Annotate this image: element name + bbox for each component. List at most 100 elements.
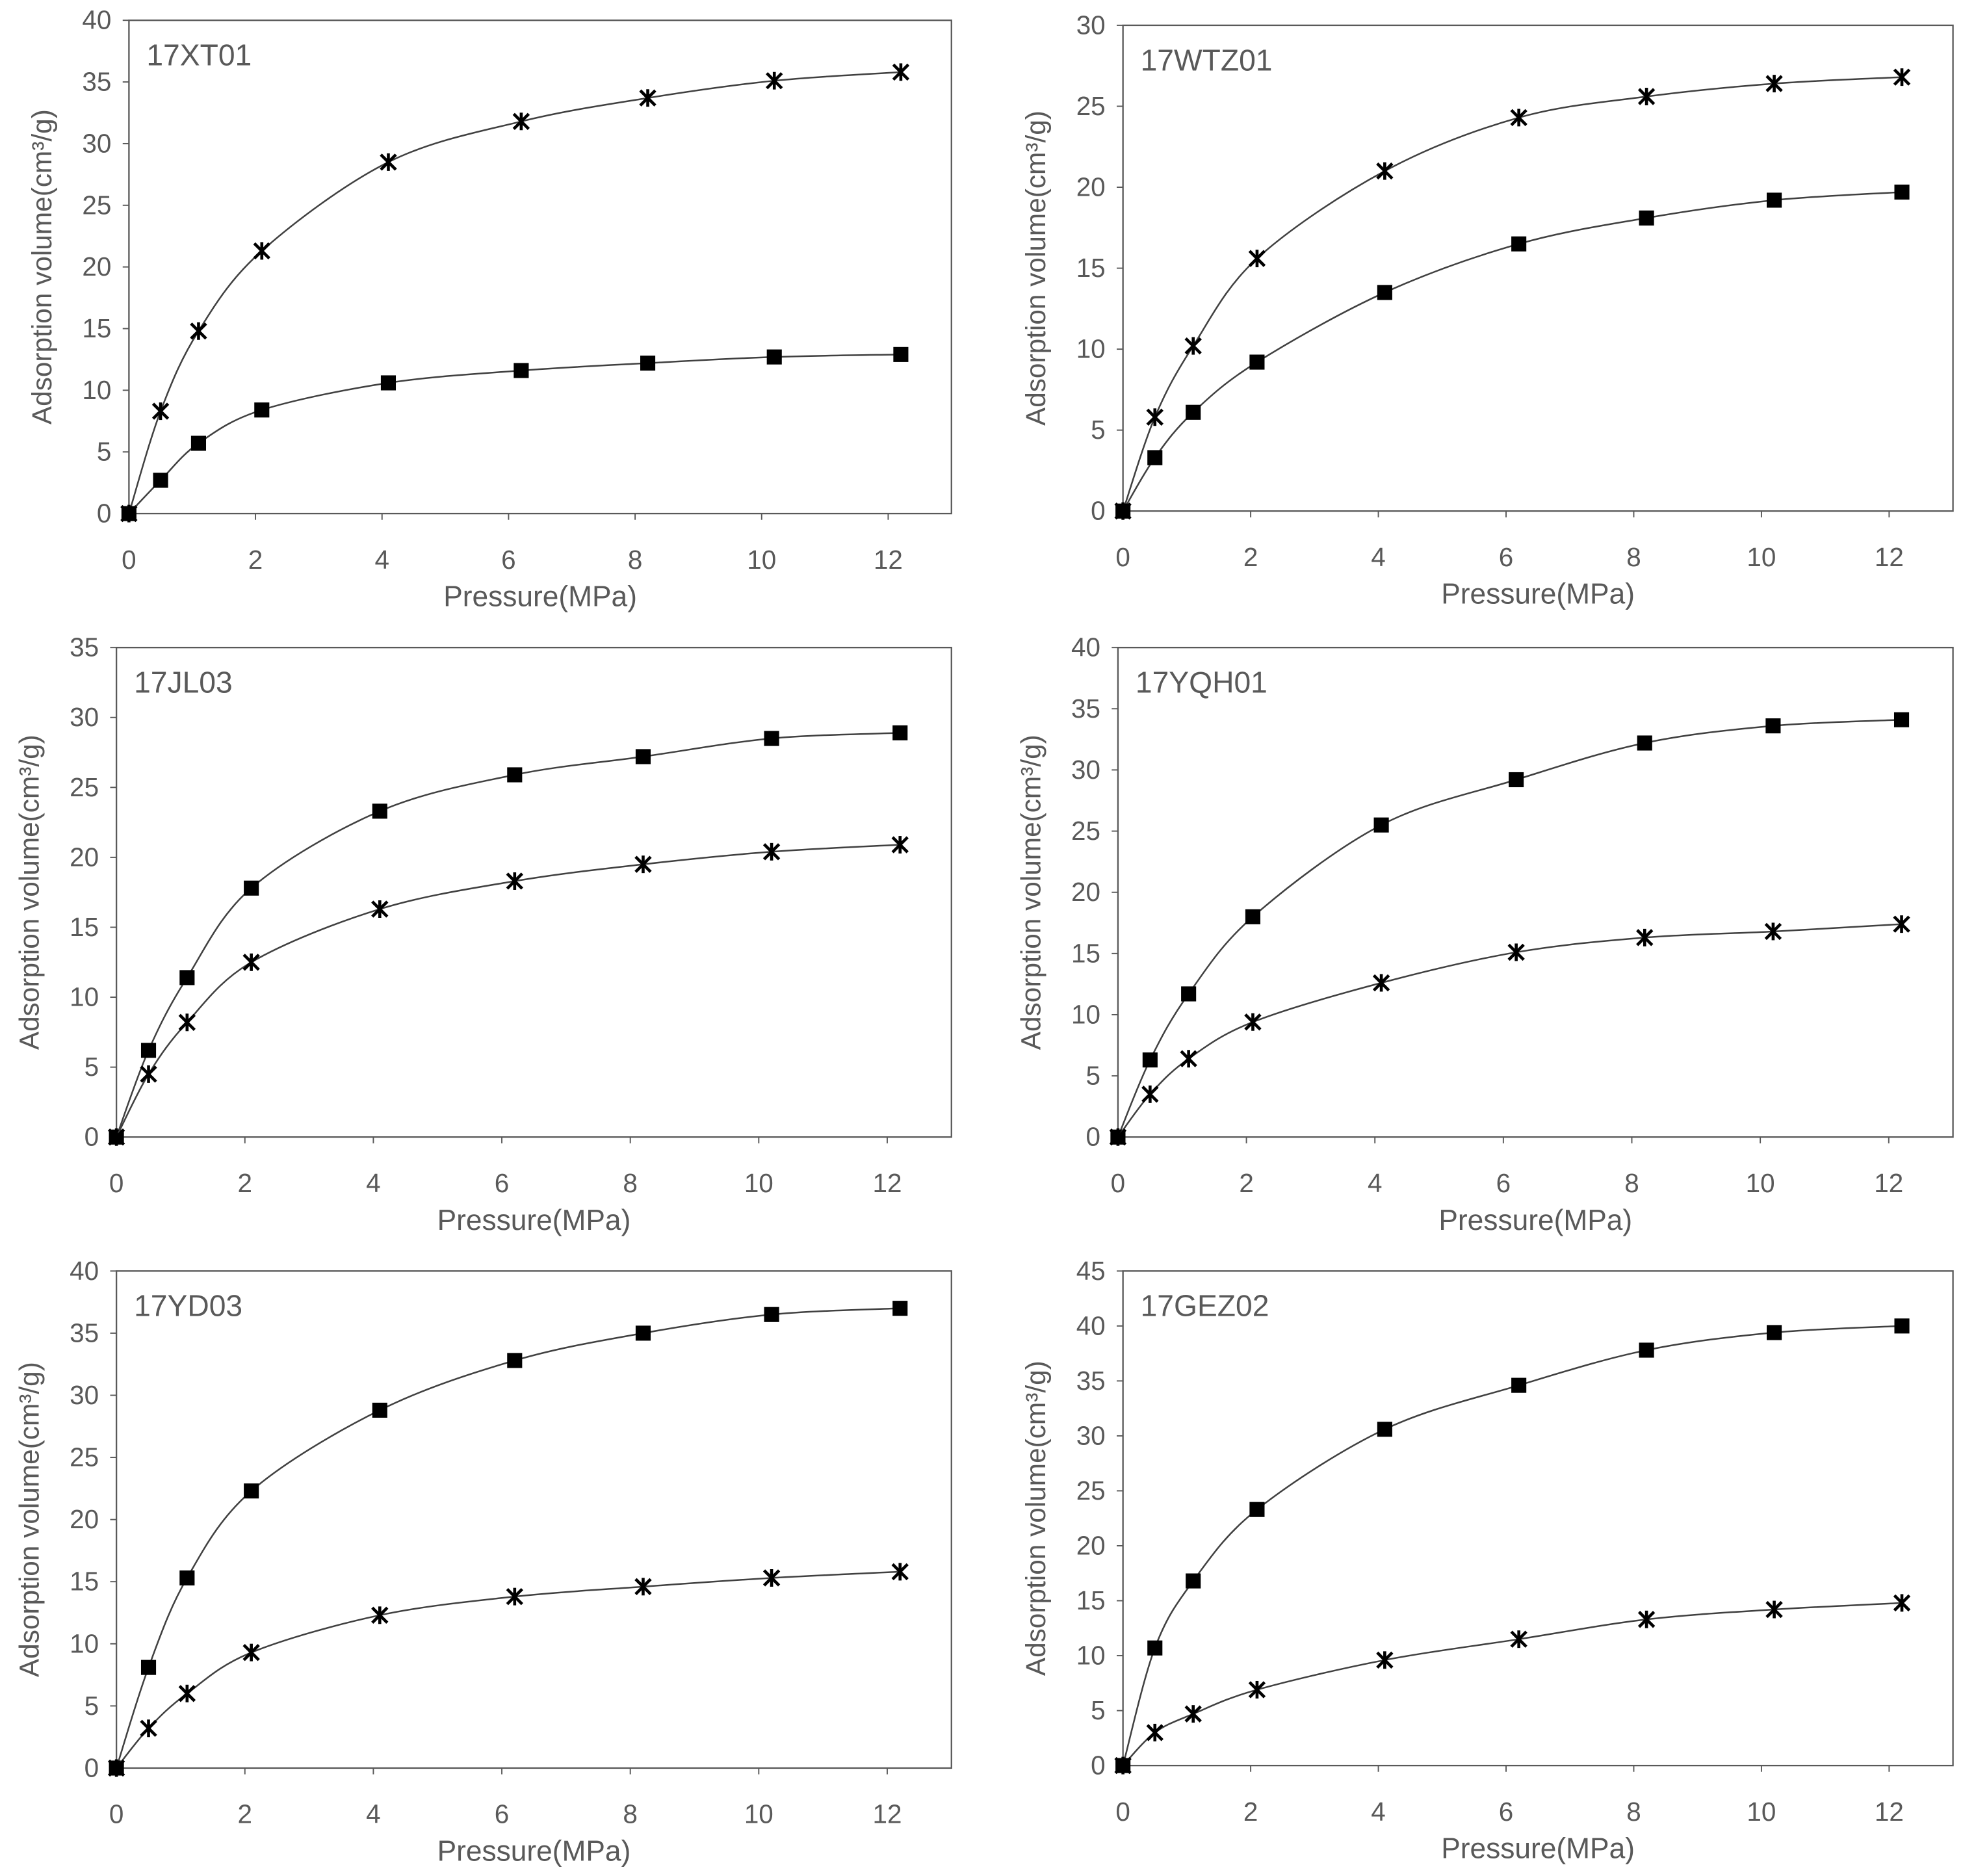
y-tick-label: 5	[1091, 415, 1106, 445]
data-point-star	[1765, 1600, 1783, 1619]
x-tick-label: 0	[1111, 1168, 1126, 1198]
x-axis-label: Pressure(MPa)	[443, 581, 637, 613]
series-line-star	[1122, 1602, 1903, 1766]
data-point-star	[506, 1587, 523, 1606]
data-point-star	[766, 72, 783, 90]
data-point-square	[764, 731, 779, 746]
data-point-square	[1894, 184, 1910, 200]
chart-panel-17JL03: 0 5 10 15 20 25 30 35 0 2 4 6 8 10 12 Pressure(MPa) Adso…	[14, 632, 952, 1236]
y-tick-label: 5	[1091, 1695, 1106, 1725]
x-axis-label: Pressure(MPa)	[1438, 1205, 1632, 1236]
data-point-star	[1893, 1594, 1911, 1612]
data-point-star	[506, 872, 523, 890]
y-axis-label: Adsorption volume(cm³/g)	[27, 109, 57, 424]
x-tick-label: 4	[374, 545, 389, 575]
y-tick-label: 10	[1076, 1641, 1106, 1671]
data-point-star	[1637, 88, 1656, 106]
data-point-star	[107, 1128, 125, 1146]
x-tick-label: 12	[1875, 1797, 1904, 1827]
data-point-star	[140, 1065, 157, 1083]
y-tick-label: 10	[1076, 334, 1106, 364]
data-point-square	[1147, 1640, 1163, 1656]
x-tick-label: 0	[1115, 542, 1130, 572]
series-line-square	[115, 732, 900, 1138]
data-point-square	[1377, 285, 1392, 300]
chart-panel-17YD03: 0 5 10 15 20 25 30 35 40 0 2 4 6 8 10 12 Pressure(MPa) Ad…	[14, 1256, 952, 1867]
y-tick-label: 25	[70, 1442, 99, 1472]
data-point-star	[1146, 1723, 1164, 1741]
x-tick-label: 2	[238, 1799, 253, 1829]
y-tick-label: 5	[97, 437, 112, 467]
y-tick-label: 40	[82, 5, 111, 35]
x-tick-label: 12	[1874, 1168, 1903, 1198]
y-tick-label: 0	[84, 1122, 99, 1152]
data-point-star	[371, 900, 389, 918]
data-point-square	[640, 356, 656, 371]
data-point-square	[764, 1307, 779, 1322]
plot-area-border	[128, 20, 952, 515]
chart-title: 17WTZ01	[1141, 43, 1273, 77]
x-axis-label: Pressure(MPa)	[437, 1835, 631, 1867]
x-tick-label: 8	[628, 545, 643, 575]
data-point-square	[1509, 772, 1524, 788]
data-point-square	[372, 803, 387, 819]
y-tick-label: 25	[1071, 816, 1100, 846]
y-axis-label: Adsorption volume(cm³/g)	[14, 735, 45, 1050]
x-tick-label: 6	[1499, 542, 1514, 572]
data-point-square	[372, 1402, 387, 1418]
y-tick-label: 15	[82, 313, 111, 343]
data-point-square	[244, 880, 259, 896]
y-tick-label: 35	[1071, 694, 1100, 723]
data-point-square	[1767, 192, 1782, 208]
x-tick-label: 6	[495, 1799, 510, 1829]
data-point-star	[1184, 1705, 1202, 1723]
x-tick-label: 10	[747, 545, 776, 575]
y-axis-label: Adsorption volume(cm³/g)	[14, 1362, 45, 1677]
chart-panel-17WTZ01: 0 5 10 15 20 25 30 0 2 4 6 8 10 12 Pressure(MPa) Adsorp…	[1020, 10, 1954, 610]
data-point-square	[179, 1570, 195, 1586]
data-point-star	[1510, 1630, 1528, 1648]
data-point-star	[1248, 250, 1266, 268]
y-tick-label: 20	[1076, 1530, 1106, 1560]
data-point-star	[1141, 1085, 1159, 1103]
data-point-star	[242, 1643, 260, 1661]
data-point-star	[762, 842, 781, 861]
x-tick-label: 6	[1496, 1168, 1511, 1198]
chart-title: 17GEZ02	[1141, 1289, 1269, 1323]
data-point-square	[1181, 986, 1197, 1002]
y-tick-label: 40	[1076, 1310, 1106, 1340]
data-point-star	[178, 1684, 196, 1702]
data-point-square	[1249, 354, 1265, 370]
y-tick-label: 30	[70, 1380, 99, 1410]
data-point-square	[140, 1660, 157, 1675]
chart-panel-17YQH01: 0 5 10 15 20 25 30 35 40 0 2 4 6 8 10 12 Pressure(MPa) Ad…	[1016, 632, 1954, 1236]
y-axis-label: Adsorption volume(cm³/g)	[1020, 111, 1051, 426]
series-line-square	[1122, 1325, 1903, 1766]
y-tick-label: 30	[70, 702, 99, 732]
x-tick-label: 10	[744, 1799, 774, 1829]
data-point-star	[140, 1719, 157, 1738]
data-point-square	[766, 349, 782, 365]
plot-area-border	[1122, 1270, 1954, 1767]
series-line-square	[115, 1307, 900, 1769]
series-line-star	[128, 71, 901, 514]
data-point-star	[1180, 1050, 1197, 1068]
x-tick-label: 4	[366, 1168, 381, 1198]
data-point-square	[1639, 1342, 1654, 1358]
chart-title: 17YD03	[134, 1289, 242, 1323]
data-point-star	[107, 1759, 125, 1777]
data-point-star	[1636, 928, 1654, 946]
plot-area-border	[115, 1270, 952, 1769]
data-point-square	[635, 749, 651, 764]
x-tick-label: 10	[744, 1168, 774, 1198]
data-point-square	[1377, 1422, 1392, 1437]
y-tick-label: 30	[1071, 755, 1100, 785]
data-point-square	[635, 1325, 651, 1341]
x-tick-label: 0	[122, 545, 136, 575]
y-tick-label: 15	[70, 912, 99, 942]
y-tick-label: 25	[1076, 1476, 1106, 1505]
x-tick-label: 4	[1371, 1797, 1386, 1827]
x-tick-label: 4	[366, 1799, 381, 1829]
y-tick-label: 35	[70, 632, 99, 662]
y-tick-label: 15	[1071, 938, 1100, 968]
